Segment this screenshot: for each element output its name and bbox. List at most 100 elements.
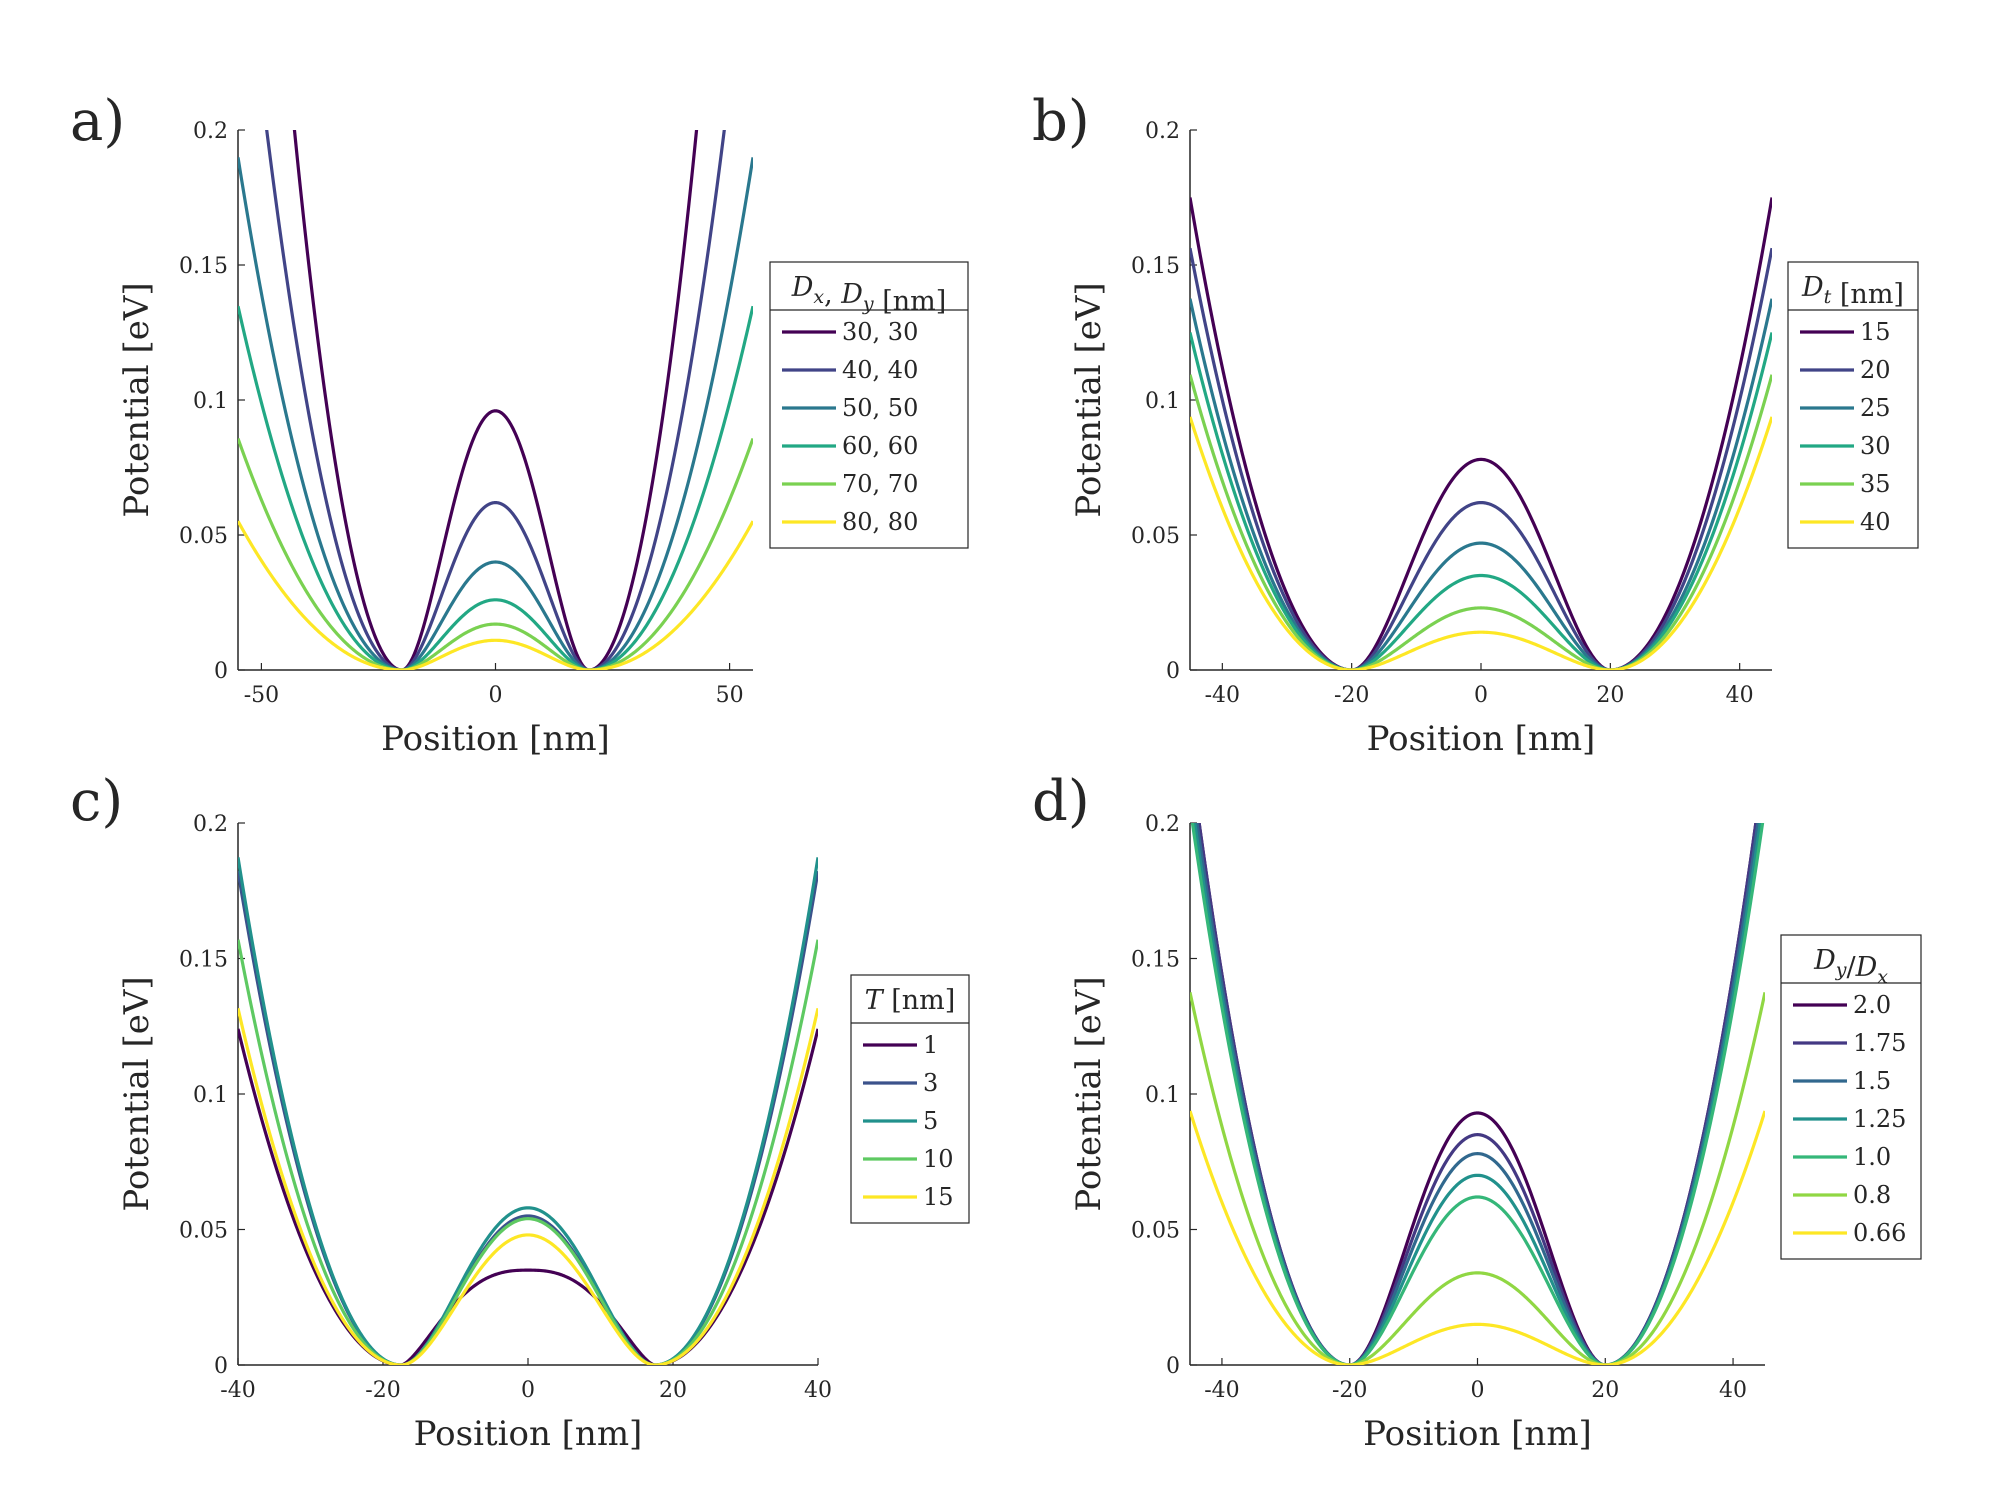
y-tick-label: 0.1 (193, 389, 228, 414)
y-tick-label: 0.2 (1145, 812, 1180, 837)
y-tick-label: 0.15 (179, 254, 228, 279)
legend-title: Dt [nm] (1801, 272, 1904, 310)
y-tick-label: 0.05 (179, 1219, 228, 1244)
x-tick-label: -40 (220, 1378, 255, 1403)
series-line-30 (1190, 332, 1772, 670)
legend-entry: 3 (923, 1069, 938, 1097)
y-tick-label: 0.2 (1145, 119, 1180, 144)
series-line-1 (238, 1028, 818, 1365)
x-tick-label: -20 (365, 1378, 400, 1403)
legend-entry: 15 (1860, 318, 1891, 346)
y-tick-label: 0.05 (1131, 1219, 1180, 1244)
y-tick-label: 0.05 (1131, 524, 1180, 549)
legend-entry: 1.75 (1853, 1029, 1906, 1057)
panel-label: a) (70, 89, 125, 154)
legend-entry: 30, 30 (842, 318, 918, 346)
x-tick-label: -20 (1334, 683, 1369, 708)
legend-entry: 10 (923, 1145, 954, 1173)
y-tick-label: 0.05 (179, 524, 228, 549)
legend-entry: 80, 80 (842, 508, 918, 536)
x-tick-label: 20 (659, 1378, 687, 1403)
series-line-10 (238, 939, 818, 1365)
legend-entry: 2.0 (1853, 991, 1891, 1019)
x-axis-label: Position [nm] (414, 1414, 643, 1454)
y-tick-label: 0.15 (1131, 254, 1180, 279)
series-line-25 (1190, 298, 1772, 670)
y-axis-label: Potential [eV] (1069, 976, 1109, 1211)
y-tick-label: 0 (1166, 1354, 1180, 1379)
x-tick-label: 20 (1591, 1378, 1619, 1403)
legend-entry: 40, 40 (842, 356, 918, 384)
x-axis-label: Position [nm] (1363, 1414, 1592, 1454)
series-line-0.66 (1190, 1110, 1765, 1365)
x-tick-label: 40 (1719, 1378, 1747, 1403)
y-tick-label: 0 (214, 1354, 228, 1379)
series-line-15 (238, 1007, 818, 1365)
legend-entry: 1 (923, 1031, 938, 1059)
x-tick-label: 50 (716, 683, 744, 708)
legend-box (850, 974, 970, 1224)
x-tick-label: 0 (1474, 683, 1488, 708)
series-line-70--70 (238, 437, 753, 670)
x-axis-label: Position [nm] (1367, 719, 1596, 759)
x-tick-label: 40 (1726, 683, 1754, 708)
series-line-35 (1190, 374, 1772, 670)
y-tick-label: 0.15 (179, 948, 228, 973)
y-tick-label: 0.1 (1145, 1083, 1180, 1108)
x-tick-label: -40 (1204, 1378, 1239, 1403)
legend-entry: 20 (1860, 356, 1891, 384)
series-line-5 (238, 857, 818, 1365)
legend-entry: 1.5 (1853, 1067, 1891, 1095)
y-tick-label: 0 (214, 659, 228, 684)
legend-entry: 0.8 (1853, 1181, 1891, 1209)
x-tick-label: -40 (1205, 683, 1240, 708)
legend: Dt [nm] 15 20 25 30 35 40 (1787, 261, 1919, 549)
series-line-15 (1190, 197, 1772, 670)
series-line-30--30 (292, 130, 699, 670)
legend-entry: 25 (1860, 394, 1891, 422)
series-line-80--80 (238, 520, 753, 670)
x-tick-label: -50 (244, 683, 279, 708)
x-axis-label: Position [nm] (381, 719, 610, 759)
panel-label: d) (1032, 769, 1090, 834)
legend-entry: 70, 70 (842, 470, 918, 498)
legend: Dy/Dx 2.0 1.75 1.5 1.25 1.0 0.8 0.66 (1780, 934, 1922, 1260)
panel-label: b) (1032, 89, 1090, 154)
series-line-50--50 (238, 157, 753, 670)
panel-a: a) 0 0.05 0.1 0.15 0.2 -50 0 50 Position [nm] Pote… (70, 89, 969, 759)
y-tick-label: 0.1 (1145, 389, 1180, 414)
legend-entry: 15 (923, 1183, 954, 1211)
y-tick-label: 0.2 (193, 812, 228, 837)
series-line-40--40 (265, 130, 726, 670)
y-tick-label: 0.15 (1131, 948, 1180, 973)
legend-entry: 0.66 (1853, 1219, 1906, 1247)
series-line-60--60 (238, 305, 753, 670)
legend-entry: 40 (1860, 508, 1891, 536)
legend: T [nm] 1 3 5 10 15 (850, 974, 970, 1224)
x-tick-label: 0 (521, 1378, 535, 1403)
y-axis-label: Potential [eV] (117, 976, 157, 1211)
y-axis-label: Potential [eV] (117, 282, 157, 517)
legend-box (1780, 934, 1922, 1260)
series-line-1.0 (1190, 823, 1765, 1365)
y-tick-label: 0.1 (193, 1083, 228, 1108)
panel-b: b) 0 0.05 0.1 0.15 0.2 -40 -20 0 20 40 Position [nm… (1032, 89, 1919, 759)
legend-title: T [nm] (865, 985, 956, 1016)
y-tick-label: 0 (1166, 659, 1180, 684)
legend-entry: 1.25 (1853, 1105, 1906, 1133)
legend-entry: 35 (1860, 470, 1891, 498)
legend-entry: 1.0 (1853, 1143, 1891, 1171)
series-line-1.25 (1193, 823, 1762, 1365)
x-tick-label: 20 (1596, 683, 1624, 708)
panel-d: d) 0 0.05 0.1 0.15 0.2 -40 -20 0 20 40 Position [nm… (1032, 769, 1922, 1454)
legend-title: Dy/Dx (1813, 945, 1888, 988)
x-tick-label: 0 (1471, 1378, 1485, 1403)
x-tick-label: 0 (489, 683, 503, 708)
panel-c: c) 0 0.05 0.1 0.15 0.2 -40 -20 0 20 40 Position [nm… (70, 769, 970, 1454)
legend-title: Dx, Dy [nm] (791, 272, 947, 317)
y-axis-label: Potential [eV] (1069, 282, 1109, 517)
x-tick-label: -20 (1332, 1378, 1367, 1403)
legend-entry: 30 (1860, 432, 1891, 460)
legend-entry: 5 (923, 1107, 938, 1135)
